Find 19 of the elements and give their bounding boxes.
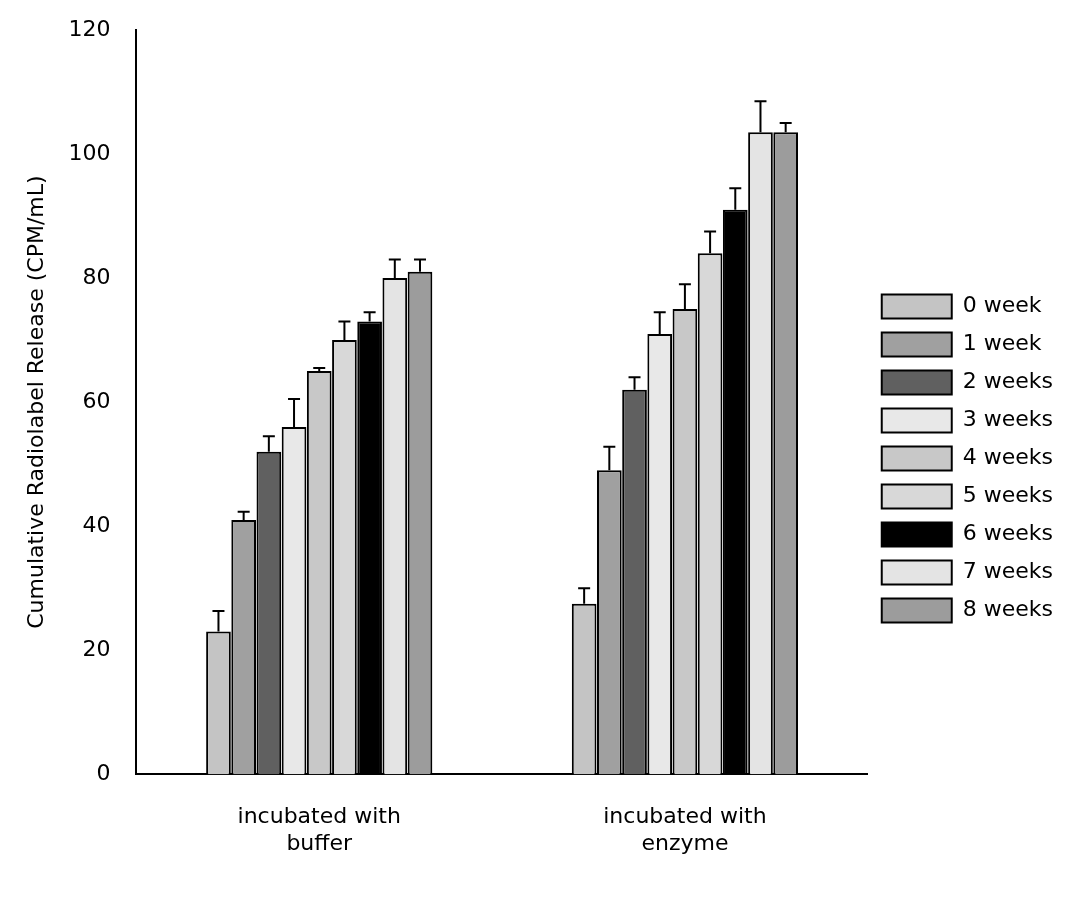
y-tick-label: 80 (82, 263, 111, 289)
y-tick-label: 100 (68, 139, 111, 165)
y-tick-label: 0 (96, 759, 111, 785)
legend-label: 8 weeks (962, 596, 1054, 622)
legend-label: 3 weeks (962, 406, 1054, 432)
y-tick-label: 120 (68, 15, 111, 41)
y-tick-label: 40 (82, 511, 111, 537)
legend-label: 2 weeks (962, 368, 1054, 394)
legend-label: 0 week (962, 292, 1042, 318)
x-tick-label: incubated with enzyme (603, 803, 767, 855)
legend-label: 5 weeks (962, 482, 1054, 508)
y-tick-label: 20 (82, 635, 111, 661)
legend-label: 6 weeks (962, 520, 1054, 546)
y-tick-label: 60 (82, 387, 111, 413)
legend-label: 7 weeks (962, 558, 1054, 584)
y-axis-title: Cumulative Radiolabel Release (CPM/mL) (22, 175, 48, 629)
legend-label: 4 weeks (962, 444, 1054, 470)
x-tick-label: incubated with buffer (237, 803, 401, 855)
legend-label: 1 week (962, 330, 1042, 356)
